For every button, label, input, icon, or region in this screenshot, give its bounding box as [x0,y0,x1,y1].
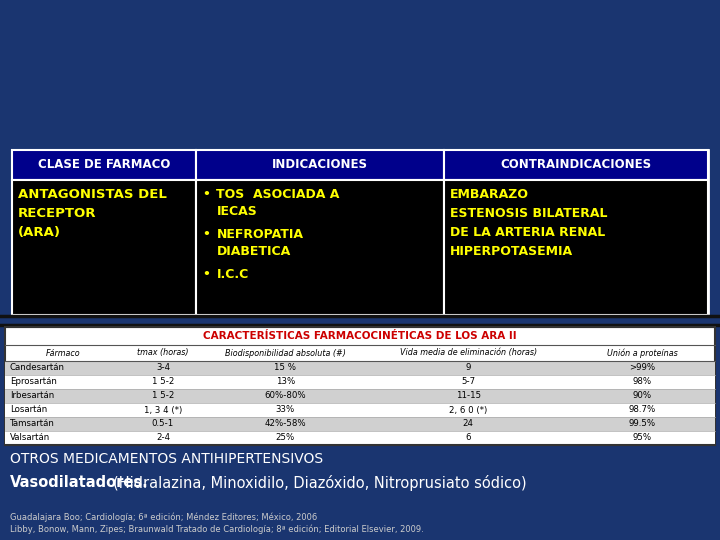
Text: •: • [202,228,210,241]
Text: 99.5%: 99.5% [629,420,656,429]
Bar [5,361,715,375]
Text: Vasodilatadores.: Vasodilatadores. [10,475,149,490]
Text: 95%: 95% [633,434,652,442]
Bar [5,327,715,445]
Bar [197,150,444,180]
Text: NEFROPATIA
DIABETICA: NEFROPATIA DIABETICA [217,228,303,258]
Text: Vida media de eliminación (horas): Vida media de eliminación (horas) [400,348,537,357]
Text: Candesartán: Candesartán [10,363,65,373]
Bar [5,375,715,389]
Text: 25%: 25% [276,434,295,442]
Text: 15 %: 15 % [274,363,297,373]
Text: Eprosartán: Eprosartán [10,377,57,387]
Text: 1 5-2: 1 5-2 [152,377,174,387]
Text: TOS  ASOCIADA A
IECAS: TOS ASOCIADA A IECAS [217,188,340,218]
Text: 1 5-2: 1 5-2 [152,392,174,401]
Bar [12,150,197,180]
Text: Libby, Bonow, Mann, Zipes; Braunwald Tratado de Cardiología; 8ª edición; Editori: Libby, Bonow, Mann, Zipes; Braunwald Tra… [10,524,424,534]
Text: 98%: 98% [633,377,652,387]
Text: CARACTERÍSTICAS FARMACOCINÉTICAS DE LOS ARA II: CARACTERÍSTICAS FARMACOCINÉTICAS DE LOS … [203,331,517,341]
Text: 42%-58%: 42%-58% [265,420,306,429]
Text: 98.7%: 98.7% [629,406,656,415]
Text: CLASE DE FARMACO: CLASE DE FARMACO [38,159,171,172]
Text: >99%: >99% [629,363,655,373]
Text: 13%: 13% [276,377,295,387]
Text: 11-15: 11-15 [456,392,481,401]
Text: 3-4: 3-4 [156,363,170,373]
Text: tmax (horas): tmax (horas) [138,348,189,357]
Text: OTROS MEDICAMENTOS ANTIHIPERTENSIVOS: OTROS MEDICAMENTOS ANTIHIPERTENSIVOS [10,452,323,466]
Text: 33%: 33% [276,406,295,415]
Bar [5,403,715,417]
Text: Tamsartán: Tamsartán [10,420,55,429]
Bar [12,180,197,315]
Bar [5,417,715,431]
Text: •: • [202,188,210,201]
Text: 6: 6 [466,434,471,442]
Bar [12,150,708,315]
Text: 1, 3 4 (*): 1, 3 4 (*) [144,406,182,415]
Text: 24: 24 [463,420,474,429]
Text: Irbesartán: Irbesartán [10,392,54,401]
Bar [444,180,708,315]
Text: 9: 9 [466,363,471,373]
Text: Biodisponibilidad absoluta (#): Biodisponibilidad absoluta (#) [225,348,346,357]
Text: (Hidralazina, Minoxidilo, Diazóxido, Nitroprusiato sódico): (Hidralazina, Minoxidilo, Diazóxido, Nit… [113,475,526,491]
Bar [5,431,715,445]
Text: Fármaco: Fármaco [46,348,81,357]
Text: 2, 6 0 (*): 2, 6 0 (*) [449,406,487,415]
Text: CONTRAINDICACIONES: CONTRAINDICACIONES [500,159,652,172]
Text: Valsartán: Valsartán [10,434,50,442]
Text: 5-7: 5-7 [462,377,475,387]
Text: Unión a proteínas: Unión a proteínas [607,348,678,357]
Text: EMBARAZO
ESTENOSIS BILATERAL
DE LA ARTERIA RENAL
HIPERPOTASEMIA: EMBARAZO ESTENOSIS BILATERAL DE LA ARTER… [449,188,607,258]
Text: I.C.C: I.C.C [217,268,248,281]
Text: 60%-80%: 60%-80% [265,392,306,401]
Text: 2-4: 2-4 [156,434,170,442]
Text: 0.5-1: 0.5-1 [152,420,174,429]
Text: Losartán: Losartán [10,406,48,415]
Text: 90%: 90% [633,392,652,401]
Bar [5,389,715,403]
Bar [197,180,444,315]
Text: ANTAGONISTAS DEL
RECEPTOR
(ARA): ANTAGONISTAS DEL RECEPTOR (ARA) [18,188,167,239]
Text: •: • [202,268,210,281]
Text: Guadalajara Boo; Cardiología; 6ª edición; Méndez Editores; México, 2006: Guadalajara Boo; Cardiología; 6ª edición… [10,512,318,522]
Bar [444,150,708,180]
Text: INDICACIONES: INDICACIONES [272,159,368,172]
